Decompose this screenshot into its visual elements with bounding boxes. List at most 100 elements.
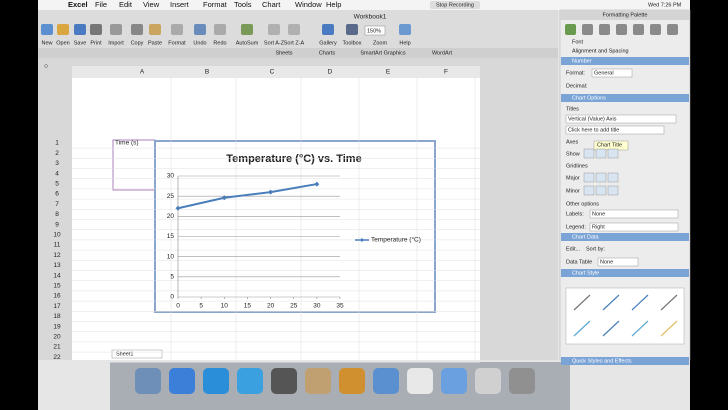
toolbar-label[interactable]: Paste <box>148 40 162 46</box>
toolbar-icon[interactable] <box>57 24 69 35</box>
menu-item[interactable]: View <box>143 0 160 9</box>
ribbon-tab[interactable]: WordArt <box>432 50 453 56</box>
toolbar-label[interactable]: Help <box>399 40 410 46</box>
toolbar-icon[interactable] <box>399 24 411 35</box>
palette-icon[interactable] <box>565 24 576 35</box>
palette-icon[interactable] <box>633 24 644 35</box>
ribbon-tab[interactable]: Sheets <box>275 50 292 56</box>
toolbar-icon[interactable] <box>288 24 300 35</box>
style-swatch[interactable] <box>573 294 591 311</box>
toolbar-icon[interactable] <box>268 24 280 35</box>
style-swatch[interactable] <box>631 294 649 311</box>
palette-icon[interactable] <box>667 24 678 35</box>
toggle[interactable] <box>595 148 607 159</box>
section-title[interactable]: Chart Style <box>572 270 599 276</box>
toggle[interactable] <box>607 148 619 159</box>
toolbar-label[interactable]: AutoSum <box>236 40 259 46</box>
palette-field-value[interactable]: General <box>594 70 614 76</box>
toolbar-label[interactable]: Sort Z-A <box>284 40 305 46</box>
dock-icon[interactable] <box>271 368 297 394</box>
menu-item[interactable]: Help <box>326 0 341 9</box>
sheet-tab-label[interactable]: Sheet1 <box>116 351 133 357</box>
toggle[interactable] <box>607 172 619 183</box>
palette-field[interactable] <box>591 68 633 78</box>
toolbar-icon[interactable] <box>214 24 226 35</box>
toolbar-label[interactable]: Toolbox <box>343 40 362 46</box>
dock-icon[interactable] <box>407 368 433 394</box>
dock-icon[interactable] <box>203 368 229 394</box>
section-title[interactable]: Number <box>572 58 592 64</box>
toolbar-icon[interactable] <box>90 24 102 35</box>
toolbar-label[interactable]: Print <box>90 40 102 46</box>
dock-icon[interactable] <box>135 368 161 394</box>
zoom-box[interactable] <box>364 25 386 36</box>
toggle[interactable] <box>607 185 619 196</box>
toolbar-icon[interactable] <box>41 24 53 35</box>
toolbar-label[interactable]: Gallery <box>319 40 337 46</box>
ribbon-tab[interactable]: SmartArt Graphics <box>360 50 405 56</box>
section-title[interactable]: Chart Data <box>572 234 600 240</box>
zoom-value[interactable]: 150% <box>367 28 381 34</box>
toolbar-label[interactable]: Zoom <box>373 40 387 46</box>
palette-field-value[interactable]: Right <box>592 224 605 230</box>
toolbar-label[interactable]: Open <box>56 40 69 46</box>
palette-field-value[interactable]: Vertical (Value) Axis <box>568 116 617 122</box>
section-title[interactable]: Quick Styles and Effects <box>572 358 632 364</box>
palette-field-value[interactable]: None <box>592 211 605 217</box>
toolbar-label[interactable]: Save <box>74 40 87 46</box>
dock-icon[interactable] <box>237 368 263 394</box>
toolbar-label[interactable]: New <box>41 40 52 46</box>
toolbar-label[interactable]: Import <box>108 40 124 46</box>
toolbar-icon[interactable] <box>322 24 334 35</box>
palette-field[interactable] <box>589 222 679 232</box>
style-swatch[interactable] <box>602 294 620 311</box>
ribbon-tab[interactable]: Charts <box>319 50 335 56</box>
toolbar-label[interactable]: Sort A-Z <box>264 40 285 46</box>
toolbar-label[interactable]: Format <box>168 40 186 46</box>
menu-item[interactable]: File <box>95 0 107 9</box>
dock-icon[interactable] <box>373 368 399 394</box>
style-swatch[interactable] <box>660 294 678 311</box>
palette-icon[interactable] <box>616 24 627 35</box>
menu-item[interactable]: Excel <box>68 0 88 9</box>
toolbar-icon[interactable] <box>346 24 358 35</box>
style-swatch[interactable] <box>631 320 649 337</box>
toolbar-label[interactable]: Redo <box>213 40 226 46</box>
recording-button[interactable] <box>430 1 480 9</box>
palette-icon[interactable] <box>582 24 593 35</box>
toggle[interactable] <box>595 185 607 196</box>
toggle[interactable] <box>583 148 595 159</box>
recording-label[interactable]: Stop Recording <box>436 2 474 8</box>
toolbar-icon[interactable] <box>74 24 86 35</box>
toolbar-icon[interactable] <box>241 24 253 35</box>
palette-field-value[interactable]: Click here to add title <box>568 127 619 133</box>
palette-icon[interactable] <box>599 24 610 35</box>
dock-icon[interactable] <box>475 368 501 394</box>
style-swatch[interactable] <box>573 320 591 337</box>
palette-field-value[interactable]: None <box>600 259 613 265</box>
style-swatch[interactable] <box>660 320 678 337</box>
palette-icon[interactable] <box>650 24 661 35</box>
dock-icon[interactable] <box>441 368 467 394</box>
menu-item[interactable]: Window <box>295 0 322 9</box>
toolbar-label[interactable]: Copy <box>131 40 144 46</box>
palette-field[interactable] <box>597 257 639 267</box>
menu-item[interactable]: Edit <box>119 0 133 9</box>
toolbar-icon[interactable] <box>149 24 161 35</box>
dock-icon[interactable] <box>169 368 195 394</box>
dock-icon[interactable] <box>509 368 535 394</box>
palette-field[interactable] <box>589 209 679 219</box>
toolbar-icon[interactable] <box>194 24 206 35</box>
section-title[interactable]: Chart Options <box>572 95 606 101</box>
toggle[interactable] <box>595 172 607 183</box>
palette-field[interactable] <box>565 114 677 124</box>
toolbar-label[interactable]: Undo <box>193 40 206 46</box>
toolbar-icon[interactable] <box>110 24 122 35</box>
sheet-tab[interactable] <box>111 349 163 359</box>
toggle[interactable] <box>583 172 595 183</box>
style-swatch[interactable] <box>602 320 620 337</box>
toggle[interactable] <box>583 185 595 196</box>
palette-field[interactable] <box>565 125 665 135</box>
dock-icon[interactable] <box>305 368 331 394</box>
menu-item[interactable]: Chart <box>262 0 281 9</box>
